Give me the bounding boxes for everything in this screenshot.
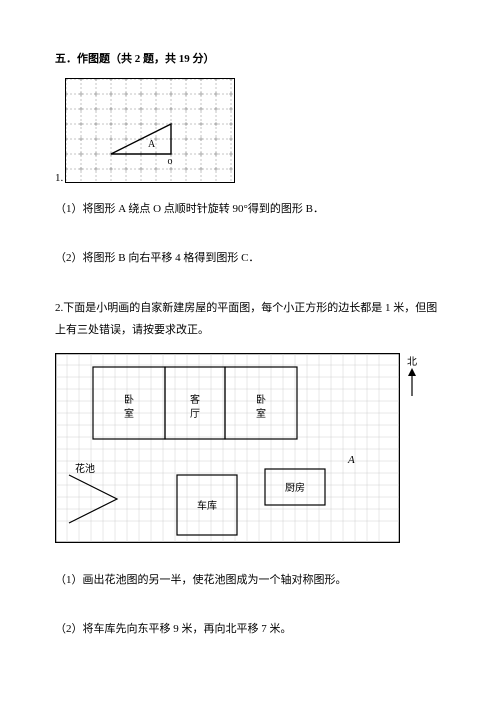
svg-text:客: 客 (190, 393, 200, 406)
north-label: 北 (406, 353, 418, 368)
floorplan-figure: 卧室客厅卧室车库厨房A花池 (55, 353, 400, 543)
svg-text:卧: 卧 (124, 393, 134, 406)
svg-text:A: A (347, 454, 355, 466)
svg-text:室: 室 (256, 407, 266, 420)
svg-text:A: A (148, 139, 156, 150)
svg-text:厨房: 厨房 (285, 481, 305, 494)
svg-text:卧: 卧 (256, 393, 266, 406)
triangle-grid-figure: Ao (65, 78, 235, 183)
question-1-figure: Ao (65, 78, 235, 186)
floorplan-wrapper: 卧室客厅卧室车库厨房A花池 北 (55, 353, 445, 543)
svg-text:花池: 花池 (75, 462, 95, 475)
svg-text:厅: 厅 (190, 409, 200, 420)
svg-text:车库: 车库 (197, 499, 217, 512)
question-1-row: 1. Ao (55, 78, 445, 186)
section-title: 五．作图题（共 2 题，共 19 分） (55, 50, 445, 66)
svg-text:室: 室 (124, 407, 134, 420)
north-indicator: 北 (406, 353, 418, 401)
q2-sub2: （2）将车库先向东平移 9 米，再向北平移 7 米。 (55, 620, 445, 639)
q1-sub1: （1）将图形 A 绕点 O 点顺时针旋转 90°得到的图形 B． (55, 200, 445, 219)
q2-sub1: （1）画出花池图的另一半，使花池图成为一个轴对称图形。 (55, 571, 445, 590)
question-1-number: 1. (55, 172, 63, 186)
north-arrow-icon (406, 368, 418, 398)
q1-sub2: （2）将图形 B 向右平移 4 格得到图形 C． (55, 249, 445, 268)
svg-text:o: o (168, 156, 173, 167)
q2-intro: 2.下面是小明画的自家新建房屋的平面图，每个小正方形的边长都是 1 米，但图上有… (55, 297, 445, 341)
